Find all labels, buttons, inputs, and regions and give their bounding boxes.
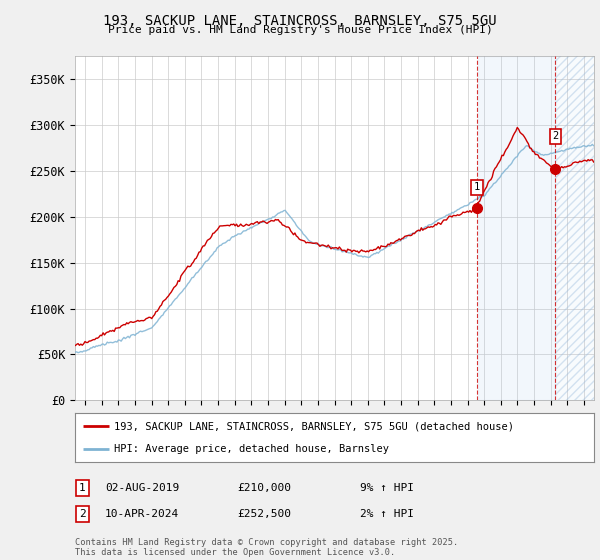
Text: 2% ↑ HPI: 2% ↑ HPI <box>360 509 414 519</box>
Text: 2: 2 <box>79 509 86 519</box>
Text: HPI: Average price, detached house, Barnsley: HPI: Average price, detached house, Barn… <box>114 444 389 454</box>
Text: 02-AUG-2019: 02-AUG-2019 <box>105 483 179 493</box>
Text: 1: 1 <box>79 483 86 493</box>
Text: 193, SACKUP LANE, STAINCROSS, BARNSLEY, S75 5GU: 193, SACKUP LANE, STAINCROSS, BARNSLEY, … <box>103 14 497 28</box>
Text: 2: 2 <box>552 132 559 141</box>
Text: 9% ↑ HPI: 9% ↑ HPI <box>360 483 414 493</box>
Text: Contains HM Land Registry data © Crown copyright and database right 2025.
This d: Contains HM Land Registry data © Crown c… <box>75 538 458 557</box>
Text: 193, SACKUP LANE, STAINCROSS, BARNSLEY, S75 5GU (detached house): 193, SACKUP LANE, STAINCROSS, BARNSLEY, … <box>114 421 514 431</box>
Text: £210,000: £210,000 <box>237 483 291 493</box>
Bar <box>555 56 594 400</box>
Text: 10-APR-2024: 10-APR-2024 <box>105 509 179 519</box>
Text: £252,500: £252,500 <box>237 509 291 519</box>
Text: 1: 1 <box>474 183 481 192</box>
Text: Price paid vs. HM Land Registry's House Price Index (HPI): Price paid vs. HM Land Registry's House … <box>107 25 493 35</box>
